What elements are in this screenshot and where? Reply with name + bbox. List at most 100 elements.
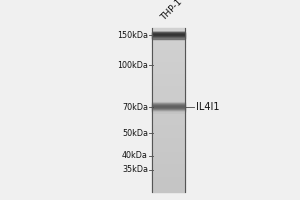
Bar — [152, 116, 185, 118]
Bar — [152, 35, 185, 36]
Text: IL4I1: IL4I1 — [196, 102, 220, 112]
Bar — [152, 96, 185, 98]
Bar — [152, 139, 185, 141]
Bar — [152, 118, 185, 120]
Bar — [152, 65, 185, 67]
Bar — [152, 46, 185, 48]
Text: 100kDa: 100kDa — [117, 60, 148, 70]
Bar — [152, 182, 185, 184]
Bar — [152, 100, 185, 102]
Bar — [152, 102, 185, 103]
Bar — [152, 104, 185, 106]
Bar — [152, 159, 185, 161]
Bar — [152, 81, 185, 83]
Bar — [152, 167, 185, 169]
Bar — [152, 188, 185, 190]
Bar — [152, 110, 185, 111]
Bar — [152, 124, 185, 126]
Bar — [152, 36, 185, 38]
Bar — [152, 38, 185, 40]
Bar — [152, 79, 185, 81]
Bar — [152, 104, 185, 105]
Text: THP-1: THP-1 — [159, 0, 184, 22]
Bar — [152, 61, 185, 63]
Bar — [152, 69, 185, 71]
Bar — [152, 92, 185, 94]
Text: 70kDa: 70kDa — [122, 102, 148, 112]
Bar — [152, 75, 185, 77]
Bar — [152, 122, 185, 124]
Bar — [152, 83, 185, 85]
Bar — [152, 85, 185, 87]
Bar — [152, 31, 185, 32]
Bar — [152, 141, 185, 143]
Bar — [152, 36, 185, 37]
Bar — [152, 77, 185, 79]
Bar — [152, 149, 185, 151]
Bar — [152, 40, 185, 42]
Bar — [152, 98, 185, 100]
Bar — [152, 67, 185, 69]
Bar — [152, 174, 185, 176]
Bar — [152, 186, 185, 188]
Bar — [152, 147, 185, 149]
Bar — [152, 53, 185, 55]
Bar — [152, 57, 185, 59]
Bar — [152, 30, 185, 32]
Bar — [152, 120, 185, 122]
Bar — [152, 157, 185, 159]
Bar — [152, 33, 185, 34]
Bar — [152, 55, 185, 57]
Bar — [152, 105, 185, 106]
Bar — [152, 128, 185, 130]
Bar — [152, 161, 185, 163]
Bar — [152, 165, 185, 167]
Bar — [152, 103, 185, 104]
Bar — [152, 102, 185, 104]
Text: 35kDa: 35kDa — [122, 166, 148, 174]
Bar — [152, 184, 185, 186]
Bar — [152, 130, 185, 133]
Bar — [152, 178, 185, 180]
Bar — [152, 176, 185, 178]
Bar — [152, 163, 185, 165]
Bar — [152, 106, 185, 108]
Bar — [152, 71, 185, 73]
Bar — [152, 180, 185, 182]
Bar — [152, 137, 185, 139]
Text: 50kDa: 50kDa — [122, 129, 148, 138]
Bar — [152, 48, 185, 51]
Bar — [152, 94, 185, 96]
Bar — [152, 28, 185, 30]
Bar — [152, 169, 185, 171]
Bar — [152, 155, 185, 157]
Bar — [152, 126, 185, 128]
Bar — [152, 112, 185, 114]
Bar — [152, 133, 185, 135]
Bar — [152, 32, 185, 33]
Bar — [152, 109, 185, 110]
Bar — [152, 111, 185, 112]
Bar — [152, 34, 185, 36]
Bar — [152, 190, 185, 192]
Bar — [152, 51, 185, 53]
Bar — [152, 110, 185, 112]
Bar — [152, 34, 185, 35]
Bar — [152, 143, 185, 145]
Bar — [152, 151, 185, 153]
Bar — [152, 145, 185, 147]
Bar — [152, 108, 185, 109]
Bar — [152, 171, 185, 174]
Bar — [152, 114, 185, 116]
Bar — [152, 108, 185, 110]
Bar — [152, 87, 185, 90]
Bar — [152, 44, 185, 46]
Bar — [152, 90, 185, 92]
Bar — [152, 63, 185, 65]
Bar — [152, 135, 185, 137]
Bar — [152, 153, 185, 155]
Bar — [152, 59, 185, 61]
Bar — [152, 37, 185, 38]
Bar — [152, 32, 185, 34]
Bar — [152, 73, 185, 75]
